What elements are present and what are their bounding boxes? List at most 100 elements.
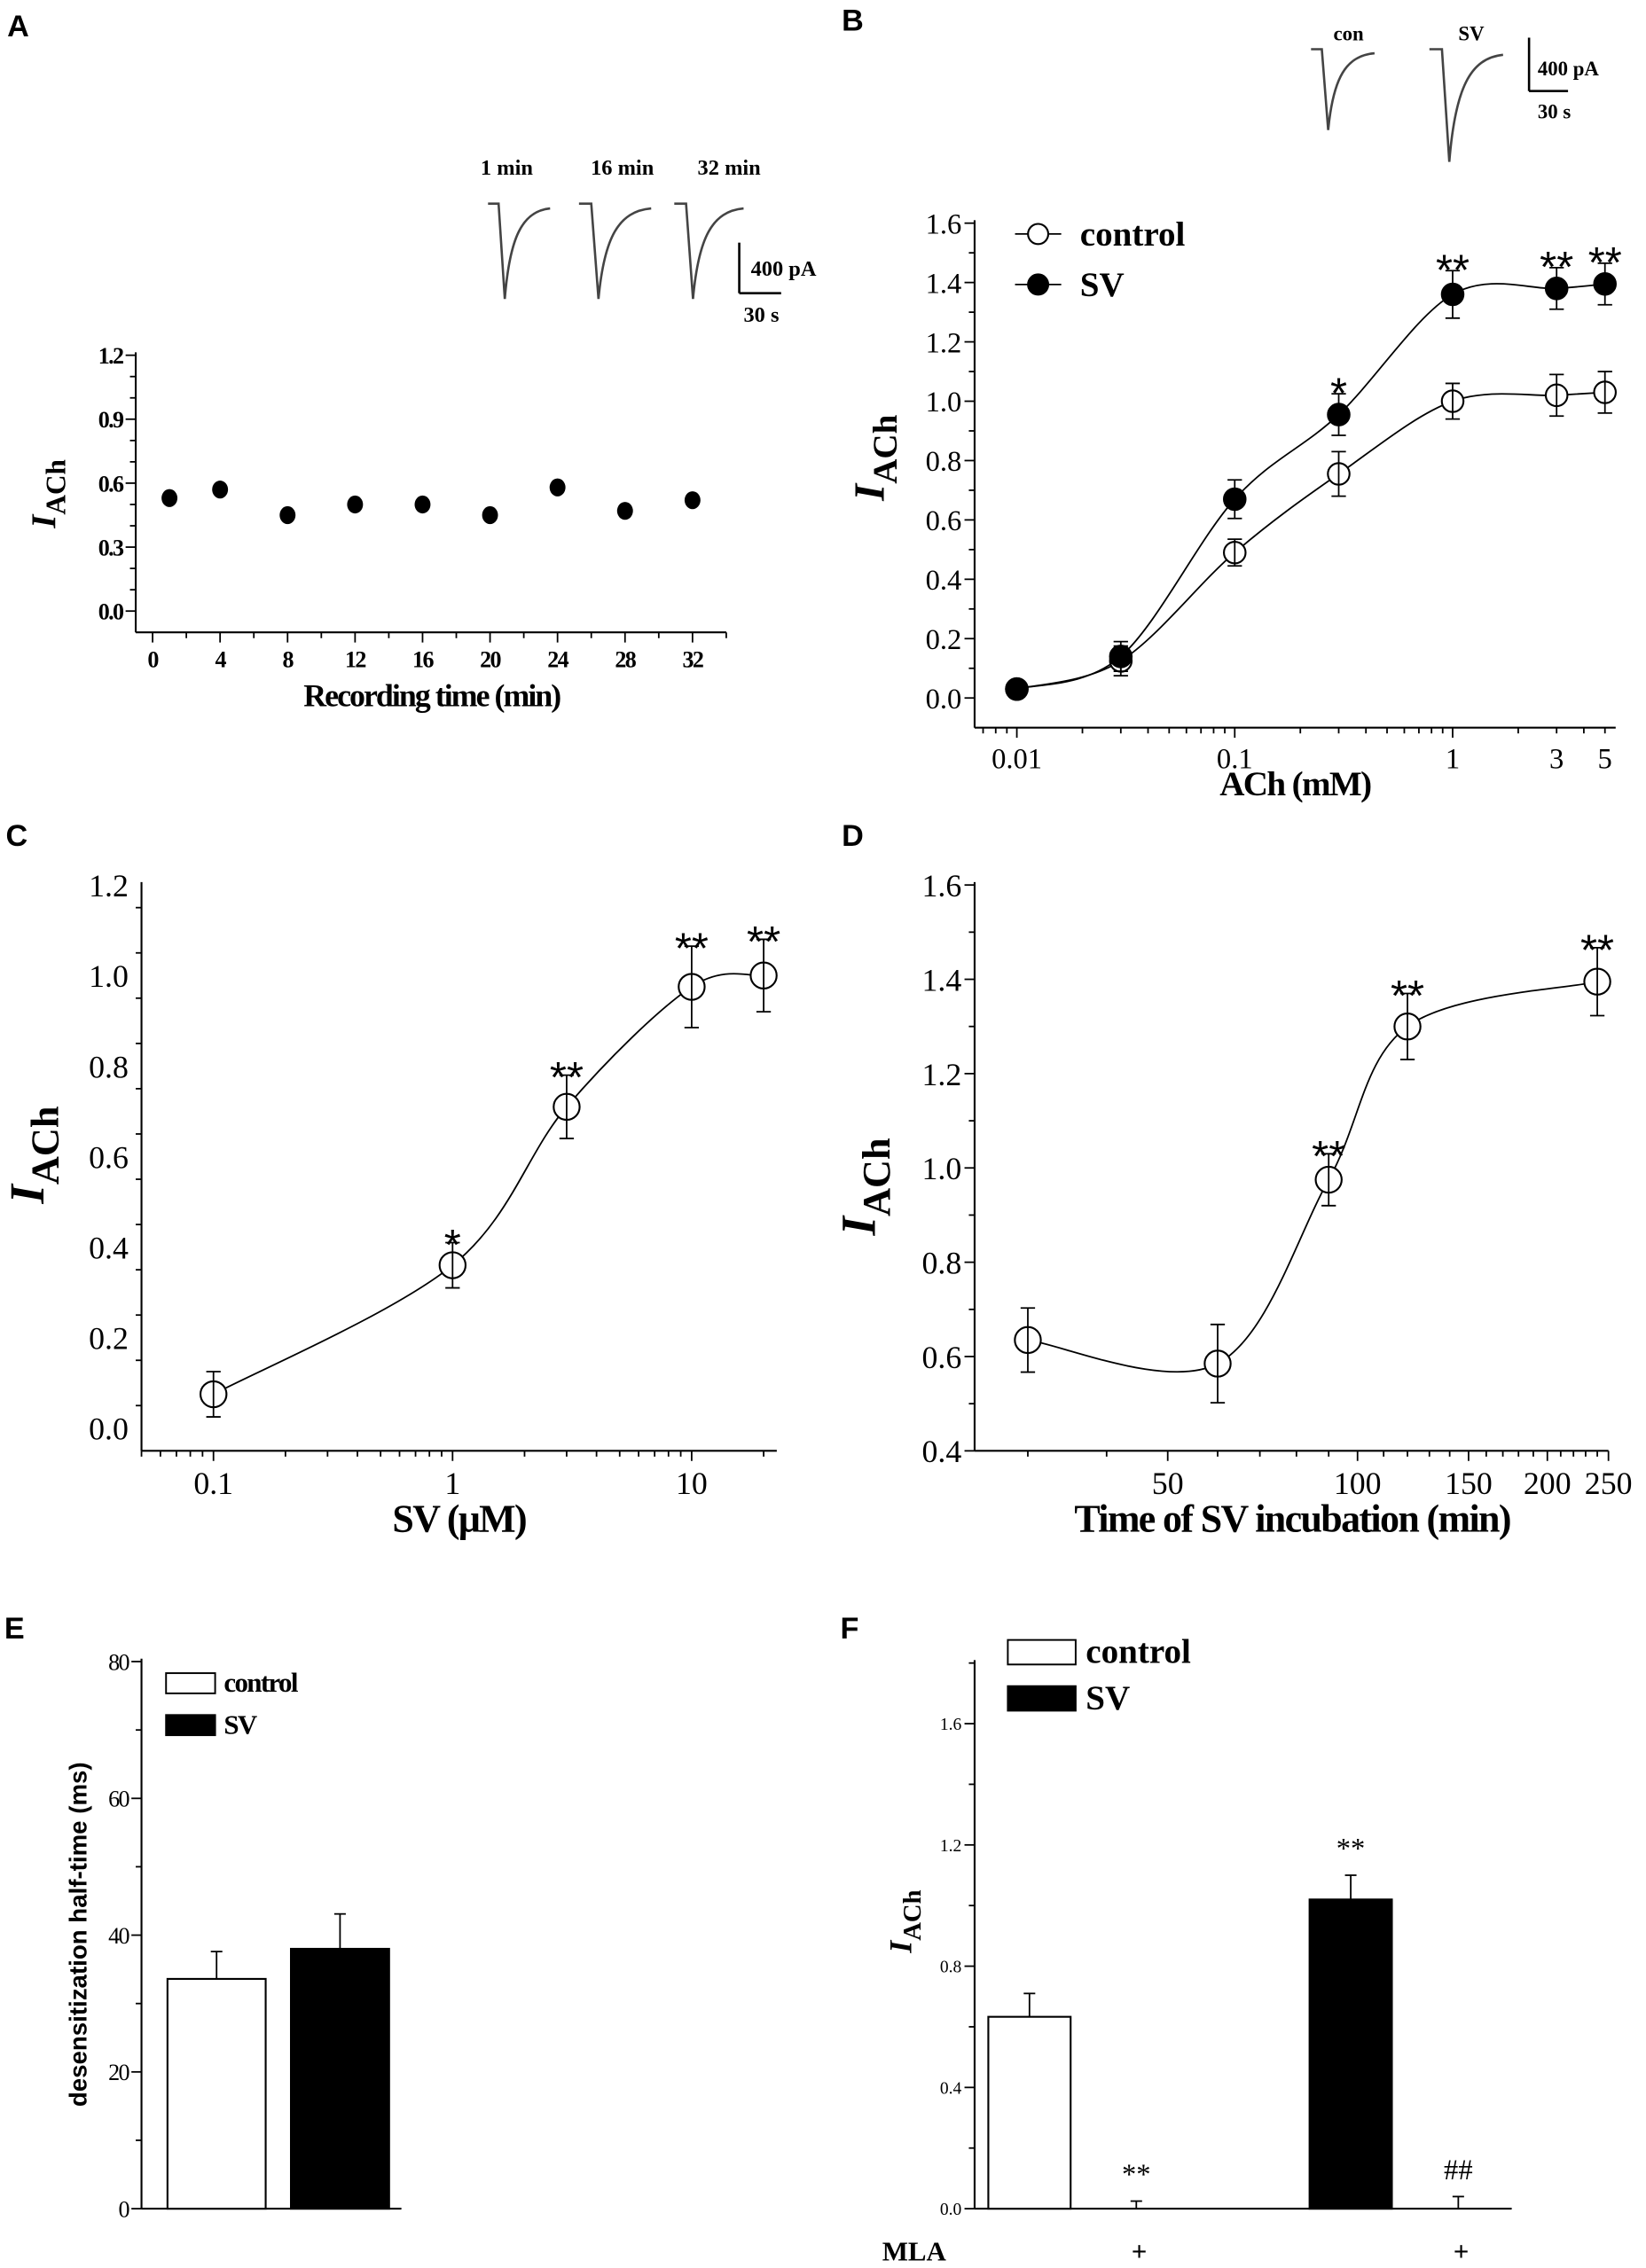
mla-indicator: + <box>1454 2236 1470 2267</box>
y-tick-label: 0.4 <box>89 1231 129 1266</box>
current-trace <box>674 202 744 300</box>
y-tick-label: 1.0 <box>89 958 129 994</box>
fit-curve <box>1016 283 1605 691</box>
y-tick-label: 0.6 <box>926 505 962 537</box>
data-point <box>1005 676 1029 701</box>
x-tick-label: 250 <box>1585 1466 1633 1501</box>
x-tick-label: 4 <box>215 646 226 672</box>
legend: control SV <box>165 1667 301 1740</box>
x-tick-label: 16 <box>412 646 434 672</box>
y-axis-label: desensitization half-time (ms) <box>65 1762 92 2107</box>
significance-marker: ** <box>1336 1833 1366 1865</box>
y-label-symbol: I <box>844 482 893 502</box>
legend: control SV <box>1015 215 1186 304</box>
bar-control <box>166 1977 267 2210</box>
legend-marker <box>1027 223 1050 246</box>
x-tick-label: 10 <box>676 1466 708 1501</box>
y-label-symbol: I <box>25 513 63 529</box>
x-tick-label: 3 <box>1549 743 1564 775</box>
y-tick-label: 20 <box>108 2060 129 2085</box>
data-point <box>414 495 431 514</box>
legend-swatch <box>165 1672 216 1694</box>
panel-F: F 0.0 0.4 0.8 1.2 1.6 IACh ** + ** ## + MLA control SV <box>841 1612 1512 2267</box>
y-tick-label: 0.2 <box>89 1321 129 1357</box>
x-tick-label: 5 <box>1598 743 1612 775</box>
x-tick-label: 0.1 <box>1217 743 1253 775</box>
data-point <box>684 491 701 510</box>
y-tick-label: 0.6 <box>922 1340 962 1375</box>
x-axis-label: SV (μM) <box>392 1498 526 1541</box>
panel-letter: B <box>842 4 864 37</box>
legend-label: control <box>1086 1633 1191 1671</box>
scale-current-label: 400 pA <box>751 257 817 281</box>
legend-marker <box>1027 273 1050 296</box>
legend-swatch <box>1007 1638 1077 1666</box>
y-tick-label: 1.6 <box>922 868 962 903</box>
bar-sv <box>289 1947 390 2210</box>
data-point <box>212 481 229 499</box>
y-axis-label: IACh <box>0 1107 67 1205</box>
current-trace <box>1429 48 1503 162</box>
y-label-subscript: ACh <box>855 1138 898 1216</box>
y-tick-label: 1.0 <box>926 387 962 418</box>
significance-marker: ** <box>550 1054 584 1102</box>
trace-label: SV <box>1458 23 1485 45</box>
panel-B: B 0.0 0.2 0.4 0.6 0.8 1.0 1.2 1.4 1.6 0.01 0.1 1 3 5 AC… <box>842 4 1622 803</box>
legend: control SV <box>1007 1633 1191 1717</box>
y-label-symbol: I <box>882 1940 918 1954</box>
y-tick-label: 0.6 <box>89 1139 129 1175</box>
y-tick-label: 0.8 <box>940 1959 962 1977</box>
mla-indicator: + <box>1132 2236 1148 2267</box>
panel-C: C 0.0 0.2 0.4 0.6 0.8 1.0 1.2 0.1 1 10 SV (μM) IACh *… <box>0 819 780 1540</box>
series-control <box>1005 380 1617 701</box>
y-tick-label: 0.4 <box>926 565 962 597</box>
y-tick-label: 1.6 <box>940 1716 962 1734</box>
legend-label: control <box>223 1667 299 1698</box>
significance-marker: ** <box>1580 927 1614 974</box>
y-tick-label: 0.4 <box>940 2079 962 2098</box>
y-tick-label: 1.2 <box>89 868 129 903</box>
series-data <box>199 961 778 1409</box>
y-tick-label: 40 <box>108 1923 129 1949</box>
y-tick-label: 0.0 <box>98 599 124 625</box>
y-label-subscript: ACh <box>41 459 72 515</box>
x-tick-label: 24 <box>547 646 568 672</box>
legend-label: SV <box>1080 266 1125 304</box>
scale-current-label: 400 pA <box>1538 58 1600 80</box>
y-tick-label: 0.8 <box>922 1246 962 1281</box>
trace-label: 16 min <box>591 156 654 180</box>
y-tick-label: 0.4 <box>922 1434 962 1469</box>
y-tick-label: 1.2 <box>922 1057 962 1092</box>
bar-control <box>987 2015 1072 2210</box>
data-point <box>482 505 498 525</box>
significance-marker: ** <box>1122 2159 1151 2191</box>
y-tick-label: 0.0 <box>926 684 962 716</box>
scale-time-label: 30 s <box>743 303 779 327</box>
x-tick-label: 150 <box>1445 1466 1493 1501</box>
data-point <box>549 478 566 497</box>
x-tick-label: 0.01 <box>992 743 1042 775</box>
trace-label: 32 min <box>698 156 762 180</box>
panel-D: D 0.4 0.6 0.8 1.0 1.2 1.4 1.6 50 100 150 200 250 Time… <box>832 819 1633 1540</box>
y-tick-label: 0.2 <box>926 624 962 656</box>
x-tick-label: 8 <box>283 646 294 672</box>
data-point <box>616 502 633 520</box>
y-axis-label: IACh <box>25 459 72 529</box>
x-tick-label: 50 <box>1152 1466 1184 1501</box>
x-tick-label: 0.1 <box>193 1466 233 1501</box>
inset-current-traces: 1 min 16 min 32 min 400 pA 30 s <box>481 156 817 327</box>
y-tick-label: 0.8 <box>926 446 962 478</box>
y-axis-label: IACh <box>844 414 905 501</box>
panel-letter: E <box>4 1612 25 1646</box>
data-point <box>347 495 364 514</box>
legend-swatch <box>165 1714 216 1737</box>
inset-current-traces: con SV 400 pA 30 s <box>1311 23 1599 162</box>
fit-curve <box>213 973 764 1396</box>
panel-letter: C <box>6 819 28 853</box>
y-label-symbol: I <box>832 1214 886 1236</box>
significance-marker: ** <box>1312 1133 1345 1181</box>
y-tick-label: 1.2 <box>926 327 962 359</box>
y-tick-label: 0.3 <box>98 535 124 560</box>
y-tick-label: 1.4 <box>926 268 962 300</box>
significance-marker: ** <box>1436 247 1470 295</box>
